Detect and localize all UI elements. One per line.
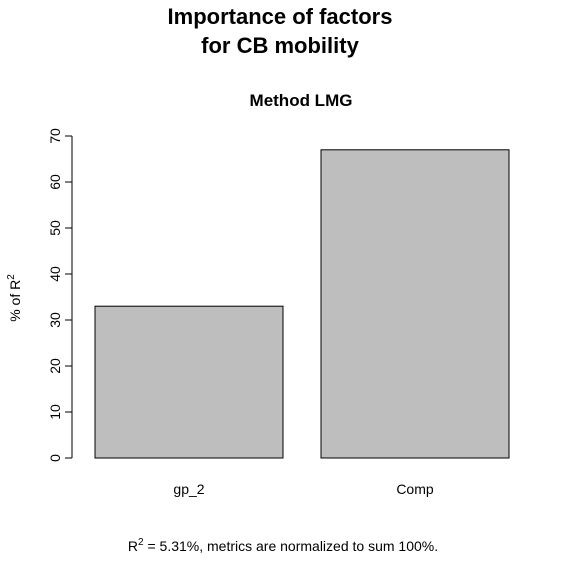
bar-gp_2 (94, 305, 284, 459)
y-tick-label: 10 (47, 404, 63, 420)
y-axis-label-superscript: 2 (6, 274, 17, 280)
y-tick-label: 70 (47, 128, 63, 144)
bars (94, 149, 510, 459)
x-axis-labels: gp_2 Comp (173, 481, 433, 497)
chart-subtitle: Method LMG (250, 91, 353, 110)
chart-title-line-2: for CB mobility (201, 33, 359, 58)
bar-Comp (320, 149, 510, 459)
x-tick-label: gp_2 (173, 481, 204, 497)
y-tick-label: 50 (47, 220, 63, 236)
y-axis-label: % of R2 (6, 274, 23, 322)
y-axis-label-text: % of R (7, 280, 23, 322)
x-tick-label: Comp (396, 481, 434, 497)
y-tick-label: 20 (47, 358, 63, 374)
y-tick-label: 30 (47, 312, 63, 328)
footnote: R2 = 5.31%, metrics are normalized to su… (128, 537, 438, 554)
footnote-r: R (128, 538, 138, 554)
y-tick-label: 40 (47, 266, 63, 282)
footnote-text: = 5.31%, metrics are normalized to sum 1… (144, 538, 439, 554)
chart-title-line-1: Importance of factors (168, 4, 393, 29)
y-tick-label: 0 (47, 454, 63, 462)
y-axis: 0 10 20 30 40 50 60 70 (47, 128, 73, 462)
y-tick-label: 60 (47, 174, 63, 190)
footnote-superscript: 2 (138, 537, 144, 548)
